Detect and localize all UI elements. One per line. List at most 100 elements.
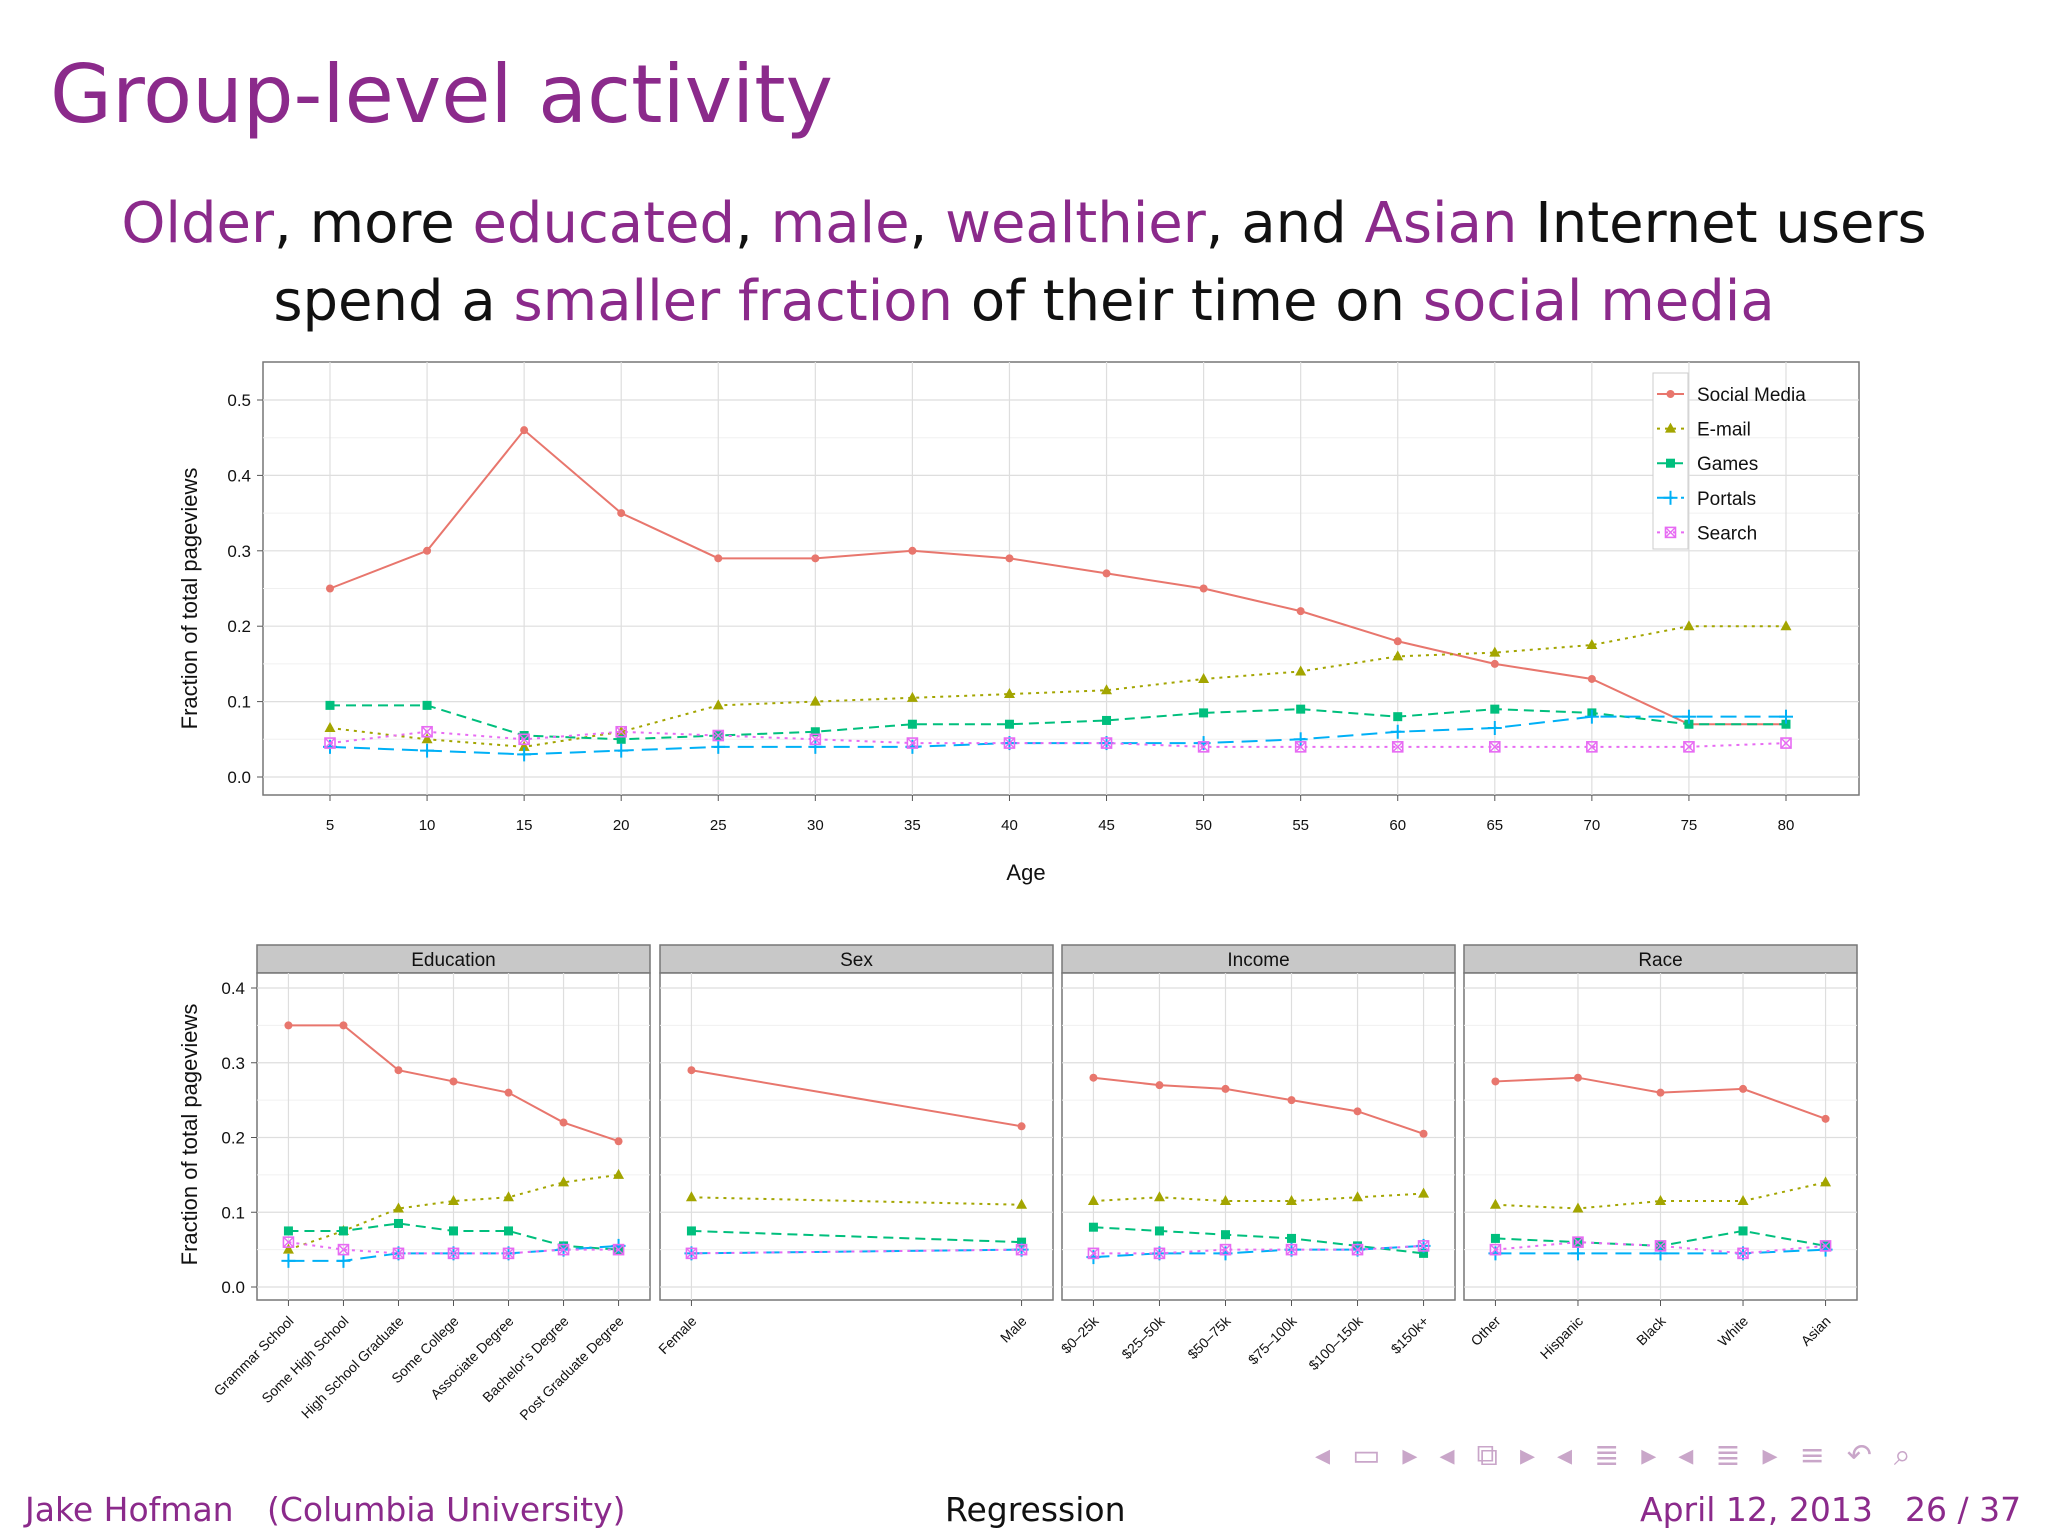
facet-strip-label: Education <box>411 950 496 971</box>
nav-section-icon[interactable]: ⧉ <box>1476 1438 1498 1473</box>
data-point <box>1738 1226 1748 1236</box>
data-point <box>423 546 432 555</box>
footer-topic: Regression <box>945 1490 1126 1529</box>
footer-page: 26 / 37 <box>1905 1490 2022 1529</box>
nav-align-icon[interactable]: ≡ <box>1799 1438 1825 1473</box>
data-point <box>1417 1240 1430 1252</box>
nav-next-icon[interactable]: ▸ <box>1762 1438 1778 1473</box>
data-point <box>1293 732 1308 747</box>
x-tick-label: $50–75k <box>1184 1312 1234 1362</box>
data-point <box>1573 1073 1582 1082</box>
subtitle-segment: wealthier <box>945 191 1206 256</box>
data-point <box>1392 650 1404 661</box>
marker-part <box>1489 1244 1501 1256</box>
subtitle-line-2: spend a smaller fraction of their time o… <box>0 263 2048 341</box>
x-tick-label: Black <box>1633 1312 1669 1348</box>
marker-part <box>615 726 627 738</box>
marker-part <box>1780 737 1792 749</box>
x-tick-label: 35 <box>904 817 921 834</box>
nav-search-icon[interactable]: ⌕ <box>1893 1438 1911 1473</box>
marker-part <box>324 737 336 749</box>
data-point <box>393 1218 403 1228</box>
legend-key-box <box>1652 372 1689 550</box>
data-point <box>1781 719 1791 729</box>
data-point <box>1102 569 1111 578</box>
marker-part <box>712 730 724 742</box>
data-point <box>1101 684 1113 695</box>
data-point <box>1584 709 1599 724</box>
data-point <box>1017 1122 1026 1131</box>
subtitle-line-1: Older, more educated, male, wealthier, a… <box>0 185 2048 263</box>
data-point <box>421 725 433 738</box>
data-point <box>1352 1191 1364 1202</box>
legend-key-marker <box>1663 490 1678 505</box>
nav-next-section-icon[interactable]: ▸ <box>1519 1438 1536 1473</box>
data-point <box>1003 737 1016 749</box>
nav-undo-icon[interactable]: ↶ <box>1846 1438 1872 1473</box>
marker-part <box>1352 1244 1364 1256</box>
marker-part <box>1572 1236 1584 1248</box>
nav-list-icon[interactable]: ≣ <box>1715 1438 1741 1473</box>
data-point <box>1418 1187 1430 1198</box>
marker-part <box>1003 737 1015 749</box>
data-point <box>421 733 433 744</box>
data-point <box>687 1066 696 1075</box>
data-point <box>809 733 822 746</box>
marker-part <box>615 725 628 738</box>
nav-prev-frame-icon[interactable]: ◂ <box>1315 1438 1331 1473</box>
nav-prev-subsection-icon[interactable]: ◂ <box>1557 1438 1573 1473</box>
marker-part <box>518 733 530 745</box>
data-point <box>1586 639 1598 650</box>
data-point <box>1087 1195 1099 1206</box>
data-point <box>1220 1230 1230 1240</box>
data-point <box>614 1137 623 1146</box>
y-tick-label: 0.3 <box>221 1054 245 1073</box>
subtitle-segment: educated <box>472 191 736 256</box>
data-point <box>1490 1233 1500 1243</box>
legend: Social Media E-mail Games Portals Search <box>1652 372 1806 550</box>
data-point <box>1153 1247 1166 1260</box>
data-point <box>1390 724 1405 739</box>
x-tick-label: Hispanic <box>1537 1313 1586 1362</box>
data-point <box>1199 708 1209 718</box>
marker-part <box>337 1243 350 1256</box>
x-tick-label: 10 <box>419 817 436 834</box>
x-tick-label: Post Graduate Degree <box>516 1313 627 1424</box>
data-point <box>1294 741 1307 753</box>
y-tick-label: 0.4 <box>227 466 251 485</box>
nav-prev-icon[interactable]: ◂ <box>1678 1438 1694 1473</box>
data-point <box>1684 719 1694 729</box>
data-point <box>1003 688 1015 699</box>
data-point <box>339 1021 348 1030</box>
data-point <box>908 546 917 555</box>
subtitle-segment: male <box>770 191 910 256</box>
data-point <box>1779 709 1793 724</box>
series-line-portals <box>1093 1244 1424 1259</box>
marker-part <box>421 725 433 738</box>
data-point <box>907 719 917 729</box>
x-tick-label: 30 <box>807 817 824 834</box>
data-point <box>1489 646 1501 657</box>
data-point <box>1100 737 1113 749</box>
marker-part <box>1351 1243 1364 1256</box>
marker-part <box>685 1247 698 1260</box>
marker-part <box>1087 1247 1099 1259</box>
data-point <box>1351 1243 1364 1256</box>
legend-key-marker <box>1664 526 1677 539</box>
data-point <box>808 739 823 754</box>
nav-next-subsection-icon[interactable]: ▸ <box>1641 1438 1657 1473</box>
subtitle-segment: , <box>909 191 946 256</box>
legend-key-marker <box>1666 390 1675 398</box>
nav-frame-icon[interactable]: ▭ <box>1352 1438 1381 1473</box>
marker-part <box>1153 1247 1165 1259</box>
marker-part <box>1286 1244 1298 1256</box>
data-point <box>282 1243 294 1254</box>
marker-part <box>448 1247 459 1259</box>
data-point <box>447 1247 460 1260</box>
nav-subsection-icon[interactable]: ≣ <box>1594 1438 1620 1473</box>
nav-next-frame-icon[interactable]: ▸ <box>1402 1438 1418 1473</box>
data-point <box>324 737 336 749</box>
marker-part <box>447 1247 460 1260</box>
x-tick-label: $100–150k <box>1305 1312 1366 1373</box>
nav-prev-section-icon[interactable]: ◂ <box>1439 1438 1455 1473</box>
